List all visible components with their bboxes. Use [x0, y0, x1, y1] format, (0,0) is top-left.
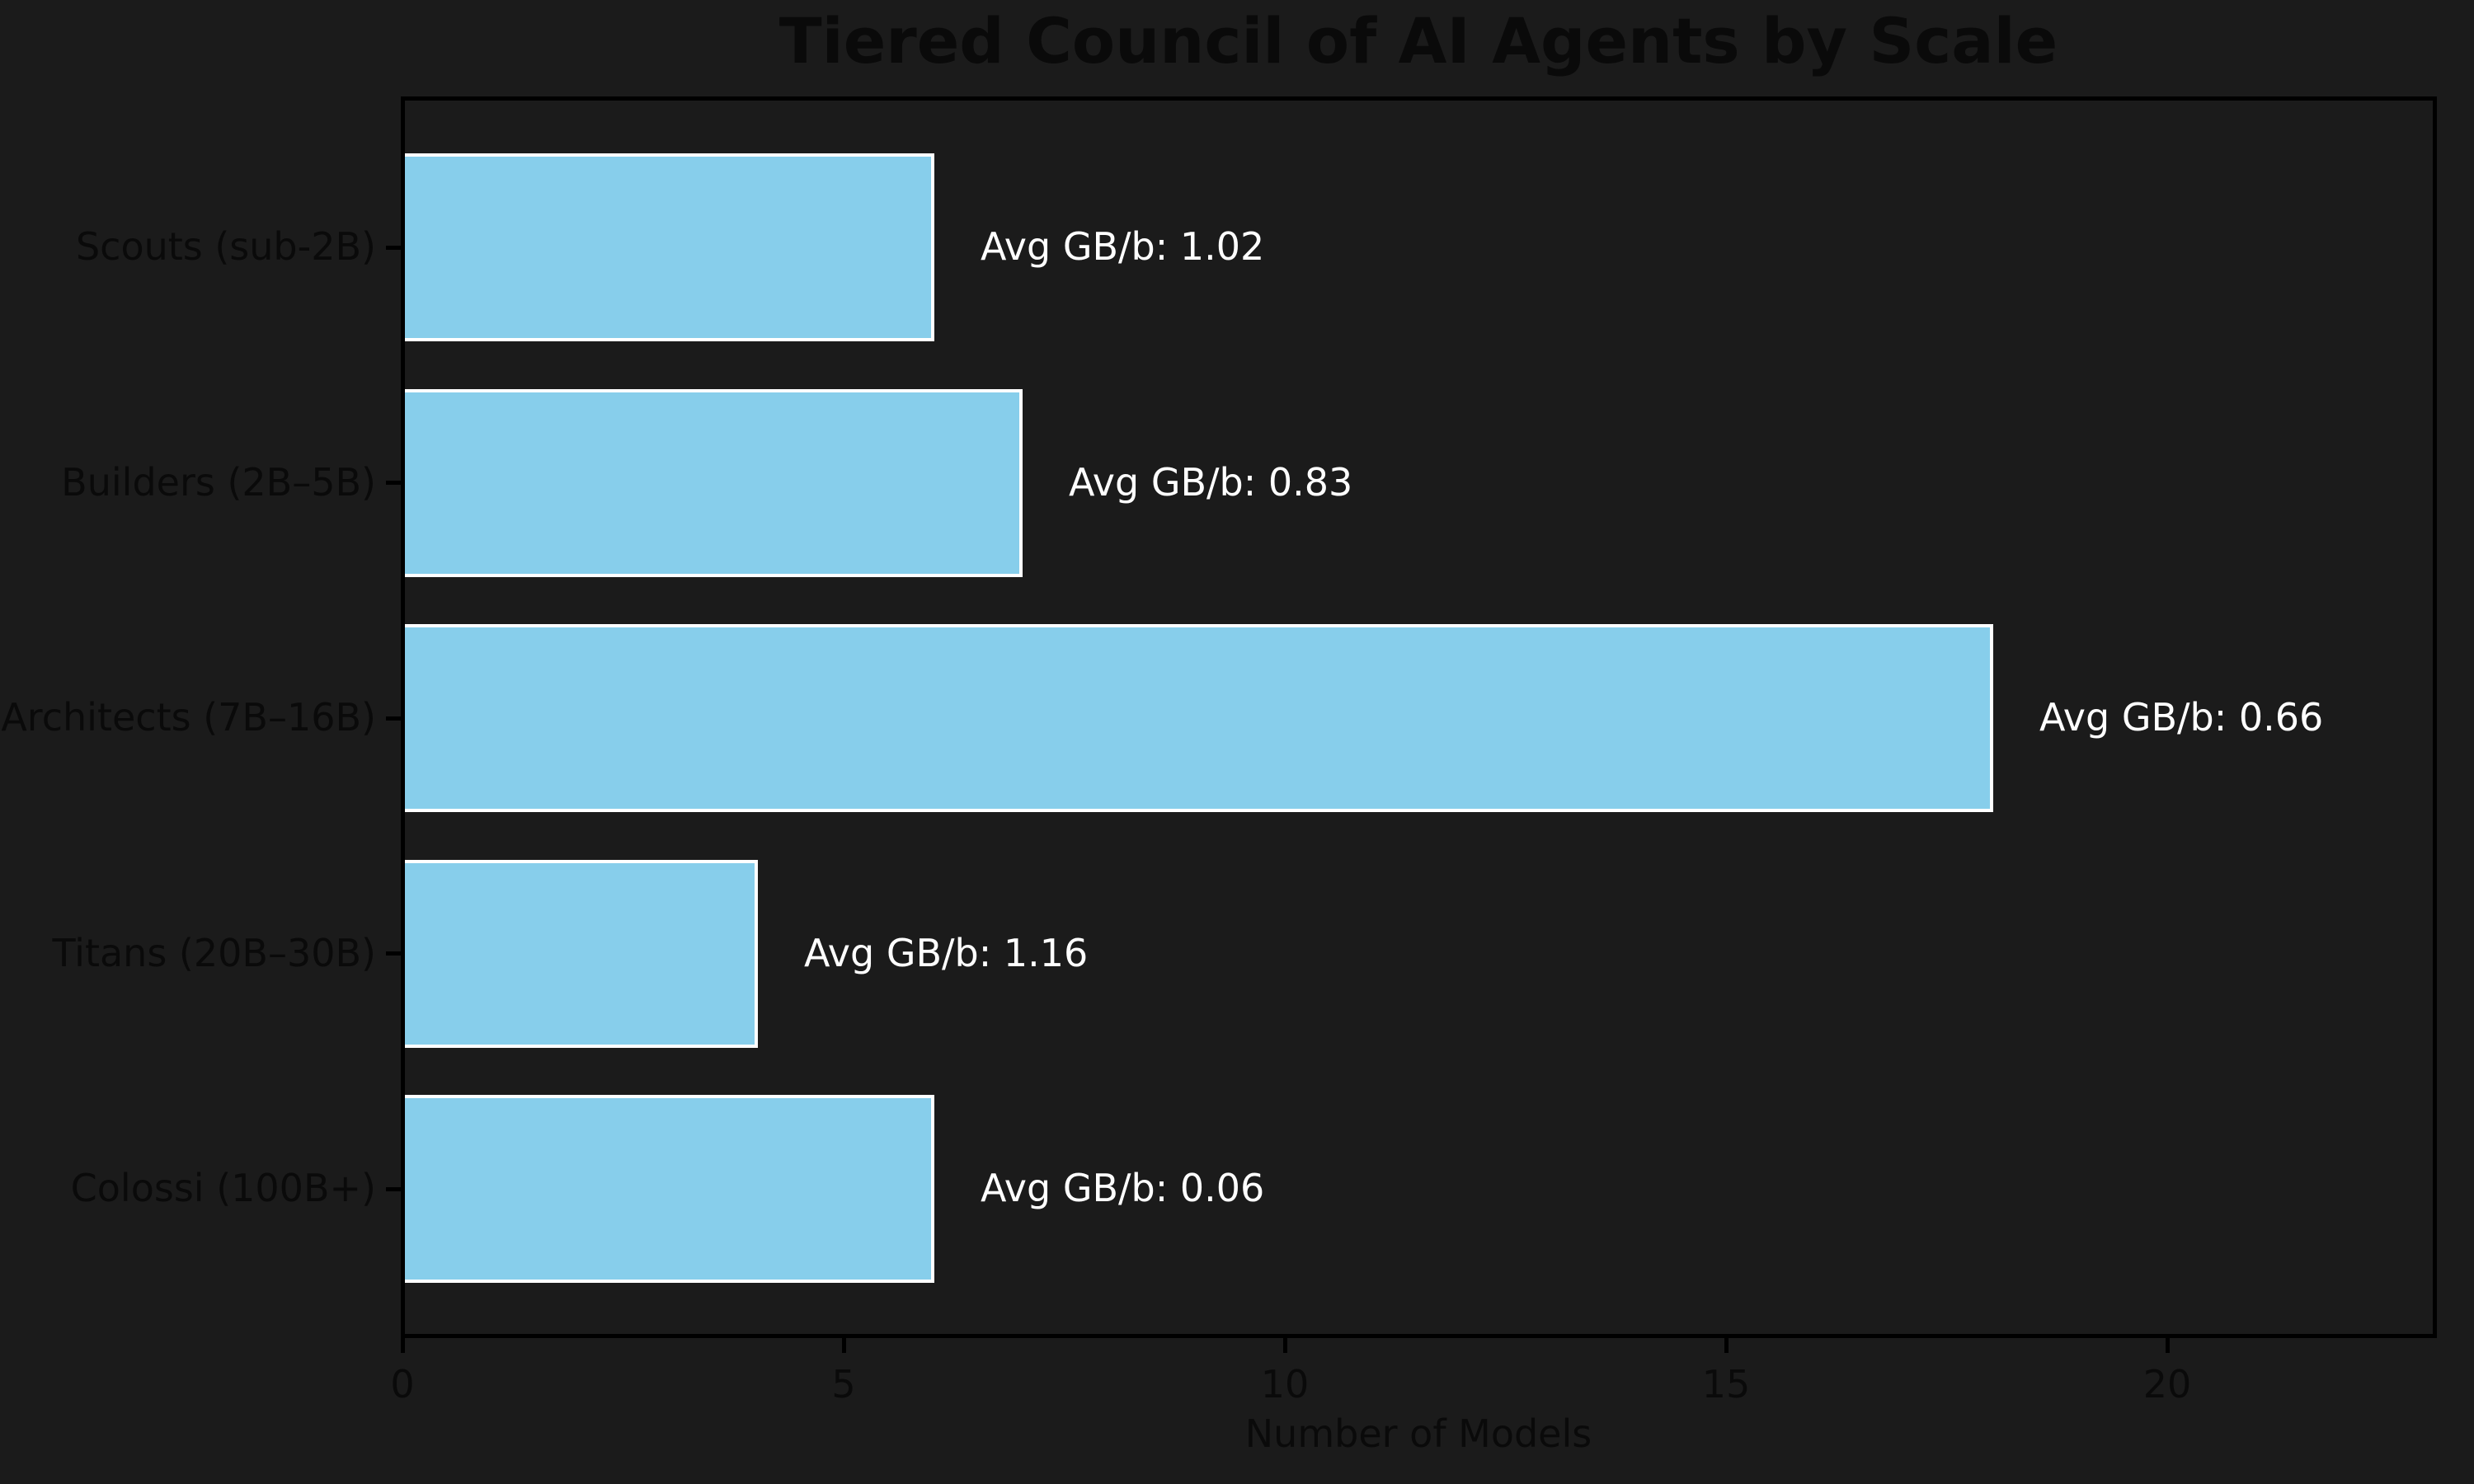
x-tick-label: 20 — [2142, 1362, 2192, 1407]
y-tick-mark — [386, 481, 401, 485]
y-tick-label: Scouts (sub-2B) — [75, 223, 376, 269]
x-tick-label: 10 — [1260, 1362, 1310, 1407]
y-tick-mark — [386, 951, 401, 956]
bar-annotation: Avg GB/b: 1.16 — [804, 930, 1089, 975]
chart-title: Tiered Council of AI Agents by Scale — [778, 4, 2058, 77]
y-tick-mark — [386, 246, 401, 250]
bar — [405, 624, 1993, 812]
bar — [405, 153, 934, 341]
x-tick-mark — [2166, 1338, 2170, 1353]
x-tick-label: 15 — [1701, 1362, 1751, 1407]
bar-annotation: Avg GB/b: 0.66 — [2039, 694, 2324, 740]
x-tick-mark — [401, 1338, 405, 1353]
x-tick-mark — [1283, 1338, 1287, 1353]
x-axis-label: Number of Models — [1244, 1411, 1592, 1456]
bar — [405, 389, 1023, 577]
y-tick-label: Builders (2B–5B) — [61, 459, 376, 505]
x-tick-mark — [842, 1338, 846, 1353]
y-tick-mark — [386, 1187, 401, 1191]
x-tick-mark — [1724, 1338, 1729, 1353]
x-tick-label: 5 — [831, 1362, 856, 1407]
bar — [405, 860, 758, 1048]
x-tick-label: 0 — [390, 1362, 415, 1407]
y-tick-label: Titans (20B–30B) — [52, 930, 376, 975]
y-tick-label: Architects (7B–16B) — [1, 694, 376, 740]
y-tick-label: Colossi (100B+) — [70, 1165, 376, 1210]
y-tick-mark — [386, 716, 401, 721]
bar-annotation: Avg GB/b: 0.06 — [981, 1165, 1265, 1210]
plot-area — [401, 96, 2437, 1338]
bar — [405, 1095, 934, 1283]
bar-annotation: Avg GB/b: 0.83 — [1069, 459, 1353, 505]
bar-annotation: Avg GB/b: 1.02 — [981, 223, 1265, 269]
